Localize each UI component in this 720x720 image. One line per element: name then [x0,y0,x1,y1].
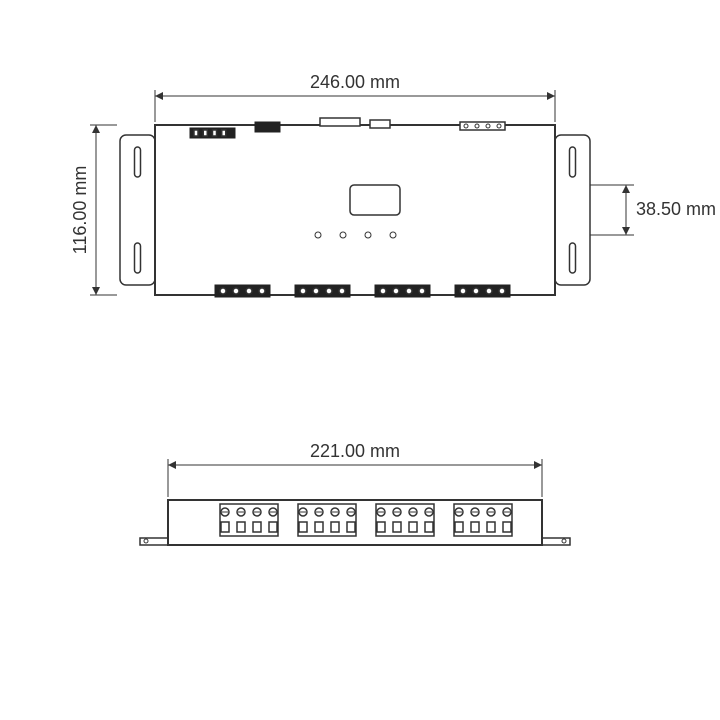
svg-text:246.00 mm: 246.00 mm [310,72,400,92]
svg-text:116.00 mm: 116.00 mm [70,166,90,255]
technical-drawing: 246.00 mm 116.00 mm 38.50 mm 221.00 mm [0,0,720,720]
svg-text:38.50 mm: 38.50 mm [636,199,716,219]
svg-text:221.00 mm: 221.00 mm [310,441,400,461]
